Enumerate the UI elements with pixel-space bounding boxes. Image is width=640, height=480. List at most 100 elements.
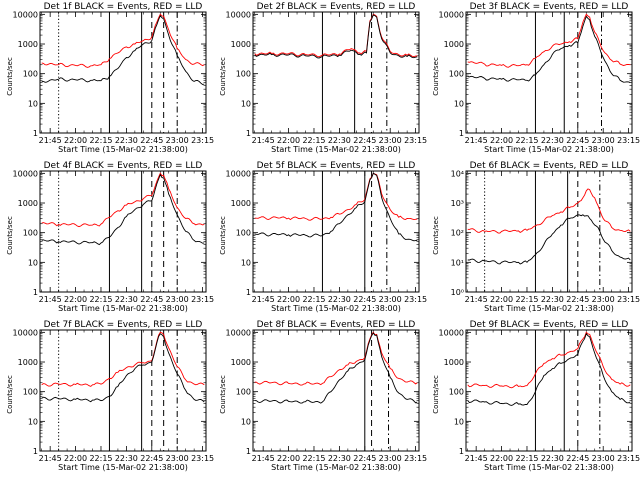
- series-lld-line: [41, 172, 205, 228]
- y-axis-label: Counts/sec: [432, 216, 440, 255]
- y-tick-label: 100: [236, 388, 251, 397]
- y-tick-label: 10: [28, 99, 38, 108]
- y-tick-label: 100: [449, 388, 464, 397]
- panel-title: Det 2f BLACK = Events, RED = LLD: [257, 2, 416, 12]
- series-lld-line: [467, 13, 631, 68]
- panel-title: Det 4f BLACK = Events, RED = LLD: [44, 161, 203, 171]
- x-tick-label: 22:15: [302, 295, 325, 304]
- x-tick-label: 23:00: [166, 136, 189, 145]
- x-tick-label: 22:45: [140, 454, 163, 463]
- y-tick-label: 1000: [231, 40, 251, 49]
- plot-frame: [39, 329, 207, 452]
- y-tick-label: 10000: [439, 328, 464, 337]
- y-tick-label: 10¹: [451, 258, 464, 267]
- x-tick-label: 22:30: [115, 454, 138, 463]
- y-axis-label: Counts/sec: [219, 375, 227, 414]
- y-axis-label: Counts/sec: [432, 375, 440, 414]
- y-tick-label: 100: [449, 70, 464, 79]
- x-tick-label: 22:00: [64, 295, 87, 304]
- x-tick-label: 22:00: [277, 295, 300, 304]
- x-tick-label: 22:30: [328, 454, 351, 463]
- y-axis-label: Counts/sec: [432, 57, 440, 96]
- x-tick-label: 23:15: [617, 454, 640, 463]
- y-tick-label: 10: [241, 417, 251, 426]
- x-tick-label: 23:15: [191, 136, 214, 145]
- y-tick-label: 1000: [18, 358, 38, 367]
- y-tick-label: 1000: [444, 40, 464, 49]
- panel-title: Det 9f BLACK = Events, RED = LLD: [470, 320, 629, 330]
- x-tick-label: 23:00: [592, 136, 615, 145]
- x-tick-label: 22:15: [515, 454, 538, 463]
- plot-frame: [465, 170, 633, 293]
- x-tick-label: 22:15: [515, 295, 538, 304]
- x-tick-label: 22:45: [566, 136, 589, 145]
- x-tick-label: 21:45: [465, 454, 488, 463]
- x-tick-label: 22:00: [490, 136, 513, 145]
- y-tick-label: 10000: [226, 328, 251, 337]
- series-lld-line: [467, 188, 631, 234]
- x-tick-label: 22:30: [115, 295, 138, 304]
- x-tick-label: 23:00: [166, 295, 189, 304]
- detector-panel: Det 6f BLACK = Events, RED = LLD 10⁰ 10¹ 10…: [432, 161, 640, 313]
- series-events-line: [41, 333, 205, 403]
- y-axis-label: Counts/sec: [6, 375, 14, 414]
- x-tick-label: 22:15: [89, 295, 112, 304]
- detector-panel: Det 1f BLACK = Events, RED = LLD 1 10 100 10…: [6, 2, 214, 154]
- y-tick-label: 10: [241, 258, 251, 267]
- x-tick-label: 22:30: [541, 136, 564, 145]
- x-tick-label: 22:45: [140, 295, 163, 304]
- x-axis-label: Start Time (15-Mar-02 21:38:00): [271, 463, 401, 472]
- detector-panel: Det 2f BLACK = Events, RED = LLD 1 10 100 10…: [219, 2, 427, 154]
- detector-panel: Det 9f BLACK = Events, RED = LLD 1 10 100 10…: [432, 320, 640, 472]
- panel-title: Det 6f BLACK = Events, RED = LLD: [470, 161, 629, 171]
- detector-panel: Det 7f BLACK = Events, RED = LLD 1 10 100 10…: [6, 320, 214, 472]
- x-tick-label: 21:45: [252, 295, 275, 304]
- plot-frame: [252, 11, 420, 134]
- x-axis-label: Start Time (15-Mar-02 21:38:00): [484, 304, 614, 313]
- x-axis-label: Start Time (15-Mar-02 21:38:00): [484, 463, 614, 472]
- x-axis-label: Start Time (15-Mar-02 21:38:00): [271, 145, 401, 154]
- x-tick-label: 22:00: [277, 454, 300, 463]
- x-tick-label: 23:00: [379, 136, 402, 145]
- x-tick-label: 23:15: [404, 295, 427, 304]
- series-lld-line: [41, 13, 205, 68]
- panel-title: Det 1f BLACK = Events, RED = LLD: [44, 2, 203, 12]
- x-tick-label: 22:00: [490, 295, 513, 304]
- y-tick-label: 10: [241, 99, 251, 108]
- y-tick-label: 1: [33, 129, 38, 138]
- x-tick-label: 22:00: [64, 136, 87, 145]
- x-tick-label: 21:45: [465, 136, 488, 145]
- plot-frame: [39, 170, 207, 293]
- x-tick-label: 21:45: [252, 454, 275, 463]
- x-tick-label: 22:30: [541, 295, 564, 304]
- series-events-line: [254, 14, 418, 59]
- y-tick-label: 10: [454, 99, 464, 108]
- y-tick-label: 10000: [226, 169, 251, 178]
- x-tick-label: 21:45: [465, 295, 488, 304]
- y-tick-label: 100: [236, 229, 251, 238]
- y-tick-label: 10³: [451, 199, 464, 208]
- x-tick-label: 22:15: [302, 136, 325, 145]
- y-tick-label: 100: [236, 70, 251, 79]
- y-tick-label: 1000: [18, 199, 38, 208]
- y-tick-label: 1000: [231, 358, 251, 367]
- y-tick-label: 10⁰: [451, 288, 464, 297]
- y-tick-label: 100: [23, 229, 38, 238]
- x-tick-label: 23:00: [592, 295, 615, 304]
- plot-frame: [252, 329, 420, 452]
- x-tick-label: 23:00: [592, 454, 615, 463]
- series-events-line: [254, 332, 418, 404]
- series-lld-line: [254, 13, 418, 58]
- x-tick-label: 22:45: [566, 454, 589, 463]
- x-tick-label: 22:15: [302, 454, 325, 463]
- x-tick-label: 23:15: [617, 136, 640, 145]
- x-tick-label: 22:15: [89, 136, 112, 145]
- y-tick-label: 10: [28, 258, 38, 267]
- series-events-line: [467, 214, 631, 265]
- y-tick-label: 10000: [226, 10, 251, 19]
- x-tick-label: 22:45: [140, 136, 163, 145]
- detector-panel: Det 5f BLACK = Events, RED = LLD 1 10 100 10…: [219, 161, 427, 313]
- detector-panel: Det 3f BLACK = Events, RED = LLD 1 10 100 10…: [432, 2, 640, 154]
- y-tick-label: 1000: [231, 199, 251, 208]
- y-tick-label: 1: [246, 129, 251, 138]
